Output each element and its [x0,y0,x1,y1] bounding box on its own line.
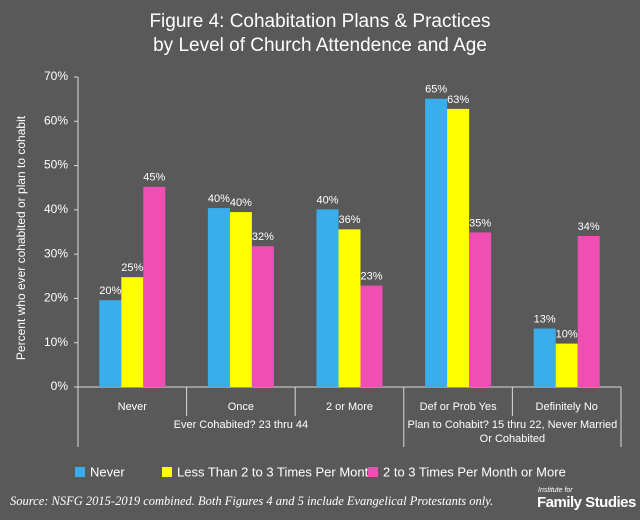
value-label: 40% [208,193,230,205]
value-label: 65% [425,84,447,96]
value-label: 40% [230,197,252,209]
y-tick-label: 40% [44,202,68,216]
logo-text: Family Studies [537,494,636,511]
x-tick-label: 2 or More [326,401,373,413]
y-tick-label: 60% [44,113,68,127]
y-tick-label: 70% [44,69,68,83]
value-label: 45% [143,172,165,184]
legend-label: Never [90,464,125,479]
bar [99,300,122,387]
chart-title: Figure 4: Cohabitation Plans & Practices [149,11,490,32]
y-tick-label: 0% [51,379,69,393]
legend-swatch [162,467,172,477]
x-tick-label: Def or Prob Yes [420,401,498,413]
bar [229,212,252,387]
value-label: 36% [338,214,360,226]
value-label: 23% [360,270,382,282]
group-label: Or Cohabited [480,433,545,445]
bar [121,277,144,387]
value-label: 25% [121,262,143,274]
bar [469,232,492,387]
value-label: 13% [534,313,556,325]
x-tick-label: Never [118,401,148,413]
bar [425,98,448,387]
bar [555,343,578,387]
logo-text: Institute for [538,487,573,494]
chart-title: by Level of Church Attendence and Age [153,35,487,56]
legend-swatch [75,467,85,477]
y-tick-label: 30% [44,246,68,260]
bar [533,328,556,387]
source: Source: NSFG 2015-2019 combined. Both Fi… [10,494,493,508]
bar [251,246,274,387]
y-tick-label: 20% [44,291,68,305]
value-label: 10% [556,329,578,341]
value-label: 40% [316,194,338,206]
group-label: Ever Cohabited? 23 thru 44 [174,419,309,431]
x-tick-label: Once [228,401,254,413]
value-label: 32% [252,231,274,243]
bar [207,208,230,387]
y-tick-label: 10% [44,335,68,349]
legend-label: Less Than 2 to 3 Times Per Month [177,464,375,479]
value-label: 34% [578,221,600,233]
x-tick-label: Definitely No [536,401,598,413]
value-label: 63% [447,94,469,106]
y-tick-label: 50% [44,158,68,172]
legend-swatch [368,467,378,477]
bar [577,235,600,387]
bar [360,285,383,387]
bar [338,229,361,387]
value-label: 20% [99,285,121,297]
bar [316,209,339,387]
bar [143,186,166,387]
bar [447,108,470,387]
value-label: 35% [469,217,491,229]
legend-label: 2 to 3 Times Per Month or More [383,464,566,479]
y-axis-label: Percent who ever cohabited or plan to co… [14,115,28,360]
group-label: Plan to Cohabit? 15 thru 22, Never Marri… [408,419,618,431]
